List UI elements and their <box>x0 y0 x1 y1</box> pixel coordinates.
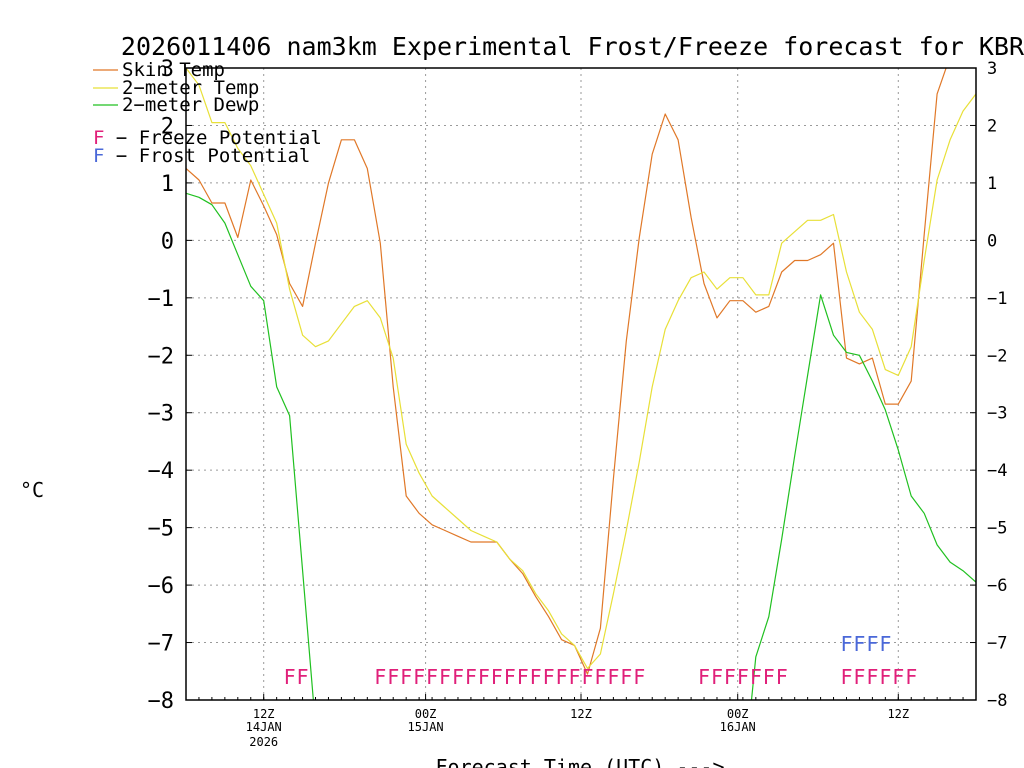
frost-mark: F <box>853 632 865 656</box>
freeze-mark: F <box>413 665 425 689</box>
freeze-mark: F <box>400 665 412 689</box>
freeze-mark: F <box>698 665 710 689</box>
y-axis-label: °C <box>20 478 44 502</box>
y-tick-label: 0 <box>987 231 997 251</box>
chart-title: 2026011406 nam3km Experimental Frost/Fre… <box>121 32 1024 61</box>
frost-mark: F <box>879 632 891 656</box>
x-tick-label: 12Z <box>887 707 909 721</box>
freeze-mark: F <box>581 665 593 689</box>
freeze-mark: F <box>776 665 788 689</box>
freeze-mark: F <box>905 665 917 689</box>
y-tick-label: −6 <box>987 576 1007 596</box>
x-tick-date: 16JAN <box>720 720 756 734</box>
y-tick-label: 1 <box>161 172 174 197</box>
y-tick-label: −7 <box>148 632 175 657</box>
frost-mark: F <box>840 632 852 656</box>
x-tick-label: 12Z <box>253 707 275 721</box>
freeze-mark: F <box>633 665 645 689</box>
freeze-mark: F <box>620 665 632 689</box>
y-tick-label: −8 <box>148 689 175 714</box>
y-tick-label: −1 <box>987 289 1007 309</box>
freeze-mark: F <box>763 665 775 689</box>
freeze-mark: F <box>452 665 464 689</box>
freeze-mark: F <box>594 665 606 689</box>
y-tick-label: −1 <box>148 287 175 312</box>
y-tick-label: −3 <box>987 404 1007 424</box>
freeze-mark: F <box>517 665 529 689</box>
freeze-mark: F <box>387 665 399 689</box>
legend-label: Skin Temp <box>122 59 225 81</box>
freeze-mark: F <box>284 665 296 689</box>
freeze-mark: F <box>853 665 865 689</box>
freeze-mark: F <box>478 665 490 689</box>
y-axis-left: −8 −7 −6 −5 −4 −3 −2 −1 0 1 2 3 <box>148 57 192 714</box>
y-tick-label: −3 <box>148 402 175 427</box>
y-tick-label: 1 <box>987 174 997 194</box>
freeze-mark: F <box>569 665 581 689</box>
y-tick-label: 2 <box>987 116 997 136</box>
x-tick-label: 00Z <box>415 707 437 721</box>
freeze-mark: F <box>374 665 386 689</box>
freeze-mark: F <box>879 665 891 689</box>
x-tick-label: 12Z <box>570 707 592 721</box>
freeze-mark: F <box>866 665 878 689</box>
series-lines <box>186 68 976 700</box>
freeze-mark: F <box>439 665 451 689</box>
freeze-mark: F <box>530 665 542 689</box>
x-tick-date: 14JAN <box>246 720 282 734</box>
y-tick-label: 3 <box>161 57 174 82</box>
y-tick-label: −4 <box>148 459 175 484</box>
series-line-2-meter-dewp <box>186 192 976 700</box>
y-tick-label: −4 <box>987 461 1007 481</box>
freeze-mark: F <box>892 665 904 689</box>
y-tick-label: −8 <box>987 691 1007 711</box>
y-tick-label: −7 <box>987 634 1007 654</box>
plot-frame <box>185 67 977 701</box>
freeze-mark: F <box>426 665 438 689</box>
freeze-mark: F <box>750 665 762 689</box>
freeze-mark: F <box>737 665 749 689</box>
freeze-mark: F <box>724 665 736 689</box>
y-tick-label: −2 <box>987 346 1007 366</box>
y-tick-label: 2 <box>161 114 174 139</box>
legend-label: 2−meter Dewp <box>122 94 259 116</box>
y-tick-label: 3 <box>987 59 997 79</box>
legend-label: 2−meter Temp <box>122 77 259 99</box>
freeze-mark: F <box>607 665 619 689</box>
freeze-mark: F <box>465 665 477 689</box>
y-axis-right: −8 −7 −6 −5 −4 −3 −2 −1 0 1 2 3 <box>970 59 1007 711</box>
legend-frost-potential: F − Frost Potential <box>93 145 310 167</box>
y-tick-label: −6 <box>148 574 175 599</box>
series-line-2-meter-temp <box>186 68 976 670</box>
freeze-mark: F <box>543 665 555 689</box>
freeze-mark: F <box>556 665 568 689</box>
freeze-mark: F <box>491 665 503 689</box>
freeze-mark: F <box>297 665 309 689</box>
freeze-mark: F <box>711 665 723 689</box>
freeze-mark: F <box>504 665 516 689</box>
series-line-skin-temp <box>186 68 947 675</box>
y-tick-label: −5 <box>987 519 1007 539</box>
frost-mark: F <box>866 632 878 656</box>
y-tick-label: −2 <box>148 344 175 369</box>
x-tick-date: 15JAN <box>408 720 444 734</box>
x-axis-label: Forecast Time (UTC) ---> <box>436 755 725 768</box>
freeze-mark: F <box>840 665 852 689</box>
y-tick-label: 0 <box>161 229 174 254</box>
x-tick-label: 00Z <box>727 707 749 721</box>
legend-freeze-potential: F − Freeze Potential <box>93 127 322 149</box>
y-tick-label: −5 <box>148 517 175 542</box>
x-tick-year: 2026 <box>249 735 278 749</box>
